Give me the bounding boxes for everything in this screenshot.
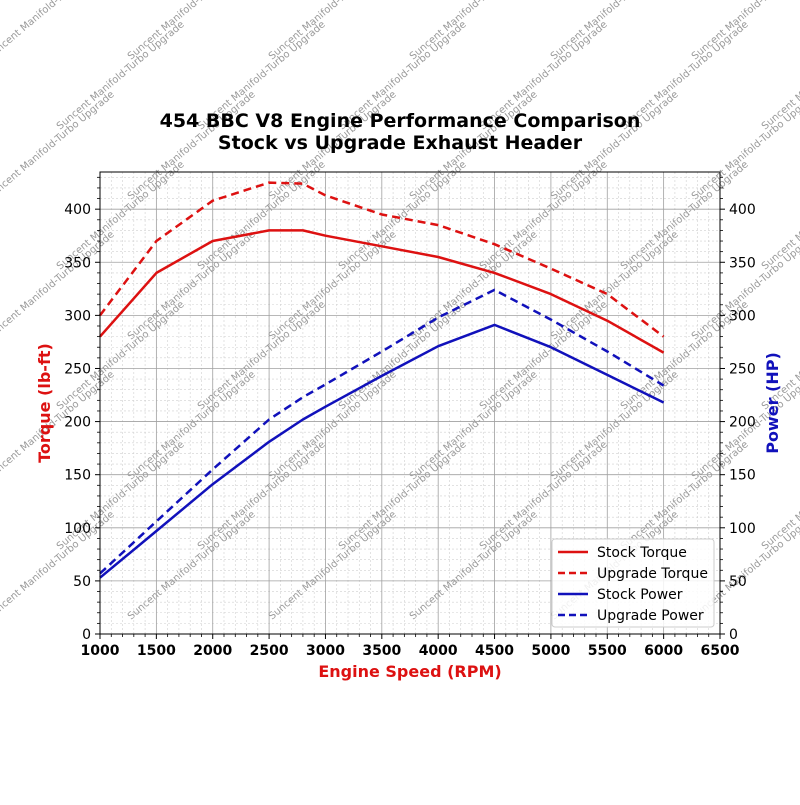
chart-title: 454 BBC V8 Engine Performance Comparison [160,110,641,132]
x-tick-label: 3500 [362,643,401,659]
watermark-text: Suncent Manifold-Turbo Upgrade [0,509,117,622]
watermark-text: Suncent Manifold-Turbo Upgrade [337,299,469,412]
y-right-tick-label: 50 [729,574,747,590]
watermark-text: Suncent Manifold-Turbo Upgrade [0,89,117,202]
watermark-text: Suncent Manifold-Turbo Upgrade [408,229,540,342]
watermark-text: Suncent Manifold-Turbo Upgrade [478,159,610,272]
y-left-tick-label: 300 [64,308,91,324]
y-left-tick-label: 350 [64,255,91,271]
x-tick-label: 1500 [137,643,176,659]
axes-layer: 1000 1500 2000 2500 3000 3500 4000 4500 5000 5500… [64,171,756,659]
series-line-stock-torque [99,229,665,354]
x-tick-label: 6000 [644,643,683,659]
x-tick-label: 6500 [701,643,740,659]
legend-label: Upgrade Torque [597,566,708,582]
x-axis-label: Engine Speed (RPM) [318,662,501,681]
y-axis-label-left: Torque (lb-ft) [35,343,54,463]
legend-label: Upgrade Power [597,608,704,624]
legend-label: Stock Torque [597,545,687,561]
legend-box [551,538,715,628]
y-right-tick-label: 100 [729,521,756,537]
plot-frame [99,171,721,635]
y-right-tick-label: 300 [729,308,756,324]
watermark-text: Suncent Manifold-Turbo Upgrade [0,369,117,482]
legend: Stock Torque Upgrade Torque Stock Power Upg… [551,538,715,628]
x-tick-label: 3000 [306,643,345,659]
watermark-text: Suncent Manifold-Turbo Upgrade [0,0,117,62]
y-right-tick-label: 350 [729,255,756,271]
x-tick-label: 2500 [250,643,289,659]
series-line-stock-power [99,323,665,579]
y-left-tick-label: 200 [64,415,91,431]
x-tick-label: 5500 [588,643,627,659]
series-layer [99,181,665,579]
y-left-tick-label: 100 [64,521,91,537]
watermark-text: Suncent Manifold-Turbo Upgrade [408,509,540,622]
watermark-text: Suncent Manifold-Turbo Upgrade [408,369,540,482]
watermark-text: Suncent Manifold-Turbo Upgrade [0,229,117,342]
y-left-tick-label: 150 [64,468,91,484]
watermark-text: Suncent Manifold-Turbo Upgrade [267,369,399,482]
y-left-tick-label: 0 [82,627,91,643]
y-right-tick-label: 150 [729,468,756,484]
y-left-tick-label: 250 [64,361,91,377]
y-right-tick-label: 200 [729,415,756,431]
y-right-tick-label: 400 [729,202,756,218]
y-axis-label-right: Power (HP) [763,352,782,454]
y-right-tick-label: 0 [729,627,738,643]
watermark-text: Suncent Manifold-Turbo Upgrade [267,509,399,622]
watermark-text: Suncent Manifold-Turbo Upgrade [337,159,469,272]
watermark-text: Suncent Manifold-Turbo Upgrade [196,159,328,272]
chart-subtitle: Stock vs Upgrade Exhaust Header [218,132,583,154]
legend-label: Stock Power [597,587,683,603]
x-tick-label: 2000 [193,643,232,659]
x-tick-label: 5000 [531,643,570,659]
x-tick-label: 4000 [419,643,458,659]
watermark-layer: Suncent Manifold-Turbo Upgrade Suncent Ma… [0,0,800,622]
series-line-upgrade-power [99,288,665,575]
y-left-tick-label: 400 [64,202,91,218]
watermark-text: Suncent Manifold-Turbo Upgrade [478,299,610,412]
watermark-text: Suncent Manifold-Turbo Upgrade [549,369,681,482]
x-tick-label: 4500 [475,643,514,659]
y-left-tick-label: 50 [73,574,91,590]
watermark-text: Suncent Manifold-Turbo Upgrade [126,509,258,622]
x-tick-label: 1000 [81,643,120,659]
y-right-tick-label: 250 [729,361,756,377]
